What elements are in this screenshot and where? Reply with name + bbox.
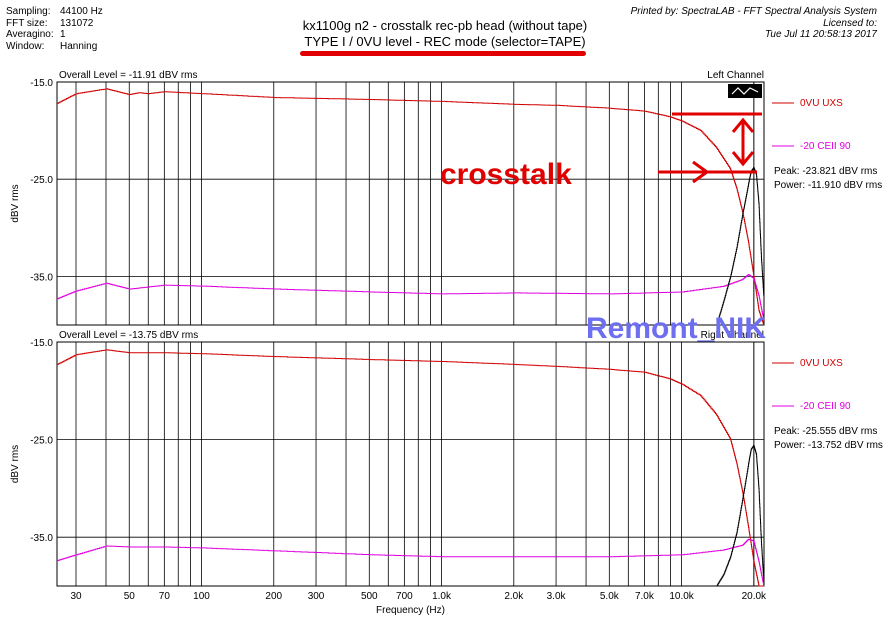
watermark: Remont_NIK	[586, 312, 766, 345]
x-tick-label: 20.0k	[742, 591, 767, 602]
display-mode-icon	[728, 84, 762, 98]
x-tick-label: 200	[265, 591, 282, 602]
chart-title: kx1100g n2 - crosstalk rec-pb head (with…	[270, 18, 620, 50]
overall-level: Overall Level = -11.91 dBV rms	[59, 70, 198, 81]
display-mode-icon-glyph	[731, 87, 759, 95]
x-tick-label: 30	[70, 591, 82, 602]
setting-window: Window: Hanning	[6, 40, 98, 52]
legend-label: 0VU UXS	[800, 358, 843, 369]
licensed-to: Licensed to:	[823, 17, 877, 29]
y-tick-label: -25.0	[30, 175, 53, 186]
setting-fft-size: FFT size: 131072	[6, 17, 94, 29]
y-tick-label: -35.0	[30, 533, 53, 544]
series-line	[716, 445, 765, 587]
series-line	[716, 167, 765, 326]
x-tick-label: 50	[124, 591, 136, 602]
crosstalk-annotation: crosstalk Remont_NIK	[440, 84, 766, 345]
x-tick-label: 300	[308, 591, 325, 602]
legend-label: 0VU UXS	[800, 98, 843, 109]
x-tick-label: 7.0k	[635, 591, 655, 602]
plot-frame	[56, 81, 765, 326]
peak-readout: Peak: -23.821 dBV rms	[774, 166, 877, 177]
acquisition-settings: Sampling: 44100 Hz FFT size: 131072 Averag…	[6, 6, 103, 52]
arrow-head-down	[731, 151, 755, 167]
title-line-2: TYPE I / 0VU level - REC mode (selector=…	[304, 34, 586, 49]
series-line	[57, 274, 765, 321]
x-tick-label: 100	[193, 591, 210, 602]
x-tick-label: 500	[361, 591, 378, 602]
y-axis-label: dBV rms	[10, 445, 21, 483]
title-line-1: kx1100g n2 - crosstalk rec-pb head (with…	[302, 18, 588, 33]
print-info: Printed by: SpectraLAB - FFT Spectral An…	[631, 6, 877, 41]
series-line	[57, 88, 765, 326]
arrow-head-right	[692, 160, 710, 184]
legend-label: -20 CEII 90	[800, 401, 851, 412]
printed-by: Printed by: SpectraLAB - FFT Spectral An…	[630, 6, 877, 17]
x-tick-label: 1.0k	[432, 591, 452, 602]
overall-level: Overall Level = -13.75 dBV rms	[59, 330, 198, 341]
y-tick-label: -15.0	[30, 338, 53, 349]
chart-panel-1: -15.0 -25.0 -35.0 dBV rms Overall Level = -1…	[10, 70, 882, 326]
legend-label: -20 CEII 90	[800, 141, 851, 152]
y-axis-label: dBV rms	[10, 184, 21, 222]
x-tick-label: 10.0k	[669, 591, 694, 602]
series-line	[57, 349, 764, 587]
power-readout: Power: -11.910 dBV rms	[774, 180, 882, 191]
channel-label: Right Channel	[701, 330, 764, 341]
chart-panel-2: -15.0 -25.0 -35.0 dBV rms Overall Level = -1…	[10, 330, 883, 587]
peak-readout: Peak: -25.555 dBV rms	[774, 426, 877, 437]
x-tick-label: 3.0k	[547, 591, 567, 602]
x-tick-label: 5.0k	[600, 591, 620, 602]
y-tick-label: -25.0	[30, 436, 53, 447]
series-line	[57, 538, 765, 587]
print-timestamp: Tue Jul 11 20:58:13 2017	[765, 29, 877, 40]
y-tick-label: -35.0	[30, 272, 53, 283]
setting-sampling: Sampling: 44100 Hz	[6, 6, 103, 17]
y-tick-label: -15.0	[30, 78, 53, 89]
arrow-head-up	[731, 117, 755, 133]
x-tick-label: 70	[159, 591, 171, 602]
channel-label: Left Channel	[707, 70, 764, 81]
crosstalk-label: crosstalk	[440, 158, 572, 191]
x-axis-label: Frequency (Hz)	[376, 605, 445, 616]
plot-frame	[56, 341, 765, 587]
title-underline	[300, 51, 586, 56]
x-tick-label: 2.0k	[504, 591, 524, 602]
setting-averaging: Averagino: 1	[6, 29, 66, 40]
x-tick-label: 700	[396, 591, 413, 602]
power-readout: Power: -13.752 dBV rms	[774, 440, 883, 451]
